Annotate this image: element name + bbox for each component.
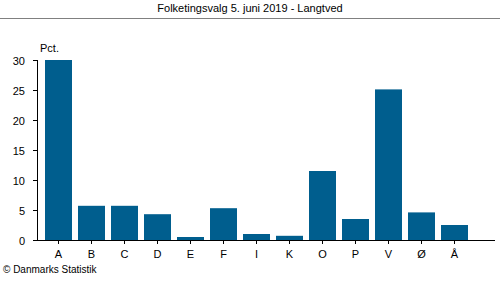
- y-tick-label: 30: [13, 55, 25, 67]
- y-tick-label: 25: [13, 85, 25, 97]
- x-tick-label: P: [352, 248, 359, 260]
- bar: [144, 214, 171, 240]
- y-axis-label: Pct.: [40, 42, 59, 54]
- source: © Danmarks Statistik: [3, 264, 98, 275]
- bar: [441, 225, 468, 240]
- x-tick-label: A: [55, 248, 63, 260]
- x-tick: [322, 240, 323, 244]
- bar: [342, 219, 369, 240]
- y-tick-label: 15: [13, 145, 25, 157]
- x-axis: [37, 240, 495, 241]
- y-axis: [37, 60, 38, 240]
- bars: [45, 60, 468, 240]
- bar: [111, 206, 138, 240]
- bar: [375, 89, 402, 240]
- title-rule: [0, 18, 500, 19]
- x-tick: [124, 240, 125, 244]
- x-tick-label: O: [318, 248, 327, 260]
- bar: [78, 206, 105, 240]
- x-tick: [388, 240, 389, 244]
- x-tick: [355, 240, 356, 244]
- x-tick-label: F: [220, 248, 227, 260]
- y-tick-label: 20: [13, 115, 25, 127]
- x-tick-label: V: [385, 248, 393, 260]
- x-tick-label: K: [286, 248, 294, 260]
- x-tick-label: Å: [451, 248, 459, 260]
- x-tick: [157, 240, 158, 244]
- x-tick: [91, 240, 92, 244]
- x-tick: [454, 240, 455, 244]
- x-tick: [421, 240, 422, 244]
- y-tick-label: 0: [19, 235, 25, 247]
- x-tick: [223, 240, 224, 244]
- y-tick: [33, 150, 37, 151]
- x-tick: [289, 240, 290, 244]
- y-tick: [33, 90, 37, 91]
- y-tick: [33, 120, 37, 121]
- bar: [177, 237, 204, 240]
- x-tick-label: C: [121, 248, 129, 260]
- y-tick: [33, 180, 37, 181]
- x-tick-label: E: [187, 248, 194, 260]
- title: Folketingsvalg 5. juni 2019 - Langtved: [157, 2, 342, 14]
- x-tick: [58, 240, 59, 244]
- bar: [408, 212, 435, 240]
- x-tick: [256, 240, 257, 244]
- x-tick-label: D: [154, 248, 162, 260]
- x-tick-label: I: [255, 248, 258, 260]
- x-tick-label: Ø: [417, 248, 426, 260]
- bar: [243, 234, 270, 240]
- y-tick: [33, 60, 37, 61]
- y-tick: [33, 240, 37, 241]
- x-tick-label: B: [88, 248, 95, 260]
- bar: [276, 236, 303, 240]
- bar: [309, 171, 336, 240]
- bar: [210, 208, 237, 240]
- chart-container: Folketingsvalg 5. juni 2019 - Langtved Pc…: [0, 0, 500, 282]
- y-tick-label: 10: [13, 175, 25, 187]
- chart-svg: Folketingsvalg 5. juni 2019 - Langtved Pc…: [0, 0, 500, 282]
- x-tick: [190, 240, 191, 244]
- y-tick-label: 5: [19, 205, 25, 217]
- bar: [45, 60, 72, 240]
- y-tick: [33, 210, 37, 211]
